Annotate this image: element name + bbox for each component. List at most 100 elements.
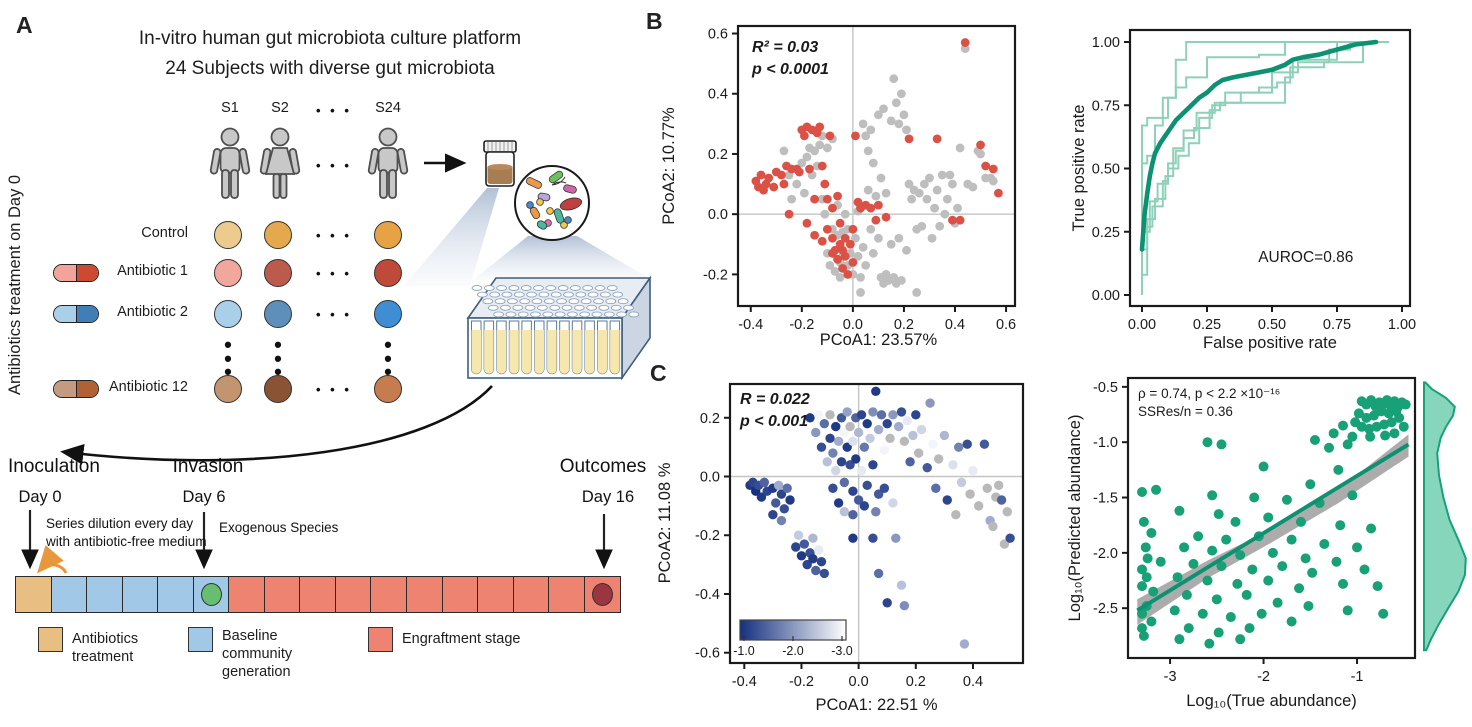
culture-well-dot (214, 259, 242, 287)
data-points (1137, 395, 1411, 649)
row-ellipsis: • • • (316, 382, 352, 397)
svg-text:0.75: 0.75 (1323, 317, 1351, 333)
svg-text:PCoA2: 11.08 %: PCoA2: 11.08 % (656, 462, 674, 583)
svg-text:0.50: 0.50 (1258, 317, 1286, 333)
culture-well-dot (264, 221, 292, 249)
roc-mean-curve (1139, 39, 1379, 252)
svg-text:0.2: 0.2 (700, 411, 720, 427)
svg-text:-2: -2 (1257, 669, 1270, 685)
pcoa-abundance-svg: -0.4 -0.2 0.0 0.2 0.4 -0.6 -0.4 -0.2 0.0 0.2 PCoA1… (656, 382, 1025, 714)
timeline-cell-baseline (50, 576, 88, 613)
legend-item-antibiotics: Antibiotics treatment (38, 627, 200, 666)
svg-text:0.50: 0.50 (1092, 162, 1120, 178)
svg-text:-0.6: -0.6 (695, 646, 720, 662)
svg-text:0.25: 0.25 (1193, 317, 1221, 333)
legend-label-engraftment: Engraftment stage (402, 631, 521, 647)
svg-text:p < 0.001: p < 0.001 (739, 413, 808, 430)
timeline-cell-engraftment (370, 576, 408, 613)
plot-frame (736, 24, 1017, 308)
svg-text:-0.2: -0.2 (695, 528, 720, 544)
culture-well-dot (264, 300, 292, 328)
svg-text:1.00: 1.00 (1092, 35, 1120, 51)
funnel-shade-right (473, 236, 652, 280)
timeline-event-invasion: Invasion (172, 456, 244, 477)
person-icon (259, 127, 301, 199)
row-ellipsis: • • • (316, 228, 352, 243)
svg-text:p < 0.0001: p < 0.0001 (751, 61, 829, 78)
svg-text:-0.4: -0.4 (695, 587, 720, 603)
svg-text:PCoA1: 22.51 %: PCoA1: 22.51 % (816, 696, 938, 714)
row-ellipsis: • • • (316, 307, 352, 322)
timeline-cell-baseline (86, 576, 124, 613)
funnel-shade-left (404, 188, 499, 286)
timeline-cell-engraftment (334, 576, 373, 613)
svg-text:-1: -1 (1351, 669, 1364, 685)
predicted-vs-true-svg: -3 -2 -1 -0.5 -1.0 -1.5 -2.0 -2.5 Log₁₀(True abu… (1066, 376, 1467, 710)
legend-swatch-antibiotics (38, 627, 63, 652)
svg-text:0.2: 0.2 (894, 317, 914, 333)
colorbar: -1.0 -2.0 -3.0 (733, 619, 853, 658)
culture-well-dot (264, 375, 292, 403)
legend-item-baseline: Baseline community generation (188, 627, 350, 681)
timeline-cell-baseline (157, 576, 195, 613)
panel-b-label: B (646, 8, 663, 34)
svg-text:0.6: 0.6 (996, 317, 1016, 333)
svg-text:0.4: 0.4 (708, 87, 728, 103)
svg-text:-1.5: -1.5 (1093, 491, 1118, 507)
legend-label-baseline: Baseline community generation (222, 628, 293, 681)
culture-well-dot (214, 221, 242, 249)
y-axis: -0.5 -1.0 -1.5 -2.0 -2.5 (1093, 380, 1128, 617)
regression-line (1136, 442, 1410, 613)
subject-label-s1: S1 (221, 100, 239, 116)
svg-text:-2.5: -2.5 (1093, 601, 1118, 617)
capsule-icon (53, 380, 99, 398)
person-icon (209, 127, 251, 199)
treatment-row-label: Antibiotic 12 (109, 379, 188, 395)
svg-text:-1.0: -1.0 (733, 644, 755, 658)
svg-text:0.4: 0.4 (963, 674, 983, 690)
rows-vertical-ellipsis: • • • (274, 332, 282, 385)
timeline-cell-engraftment (406, 576, 444, 613)
timeline-cell-engraftment (441, 576, 479, 613)
plot-frame (728, 382, 1025, 665)
timeline-day-16: Day 16 (581, 488, 635, 506)
treatment-row-label: Antibiotic 2 (117, 304, 188, 320)
timeline-cell-baseline (121, 576, 159, 613)
timeline-marker-outcome (591, 583, 613, 606)
timeline-cell-engraftment (299, 576, 337, 613)
svg-text:True positive rate: True positive rate (1070, 105, 1088, 232)
panel-a-title-line2: 24 Subjects with diverse gut microbiota (165, 58, 495, 79)
svg-text:-0.2: -0.2 (703, 267, 728, 283)
subject-label-s24: S24 (375, 100, 401, 116)
pcoa-abundance-plot: -0.4 -0.2 0.0 0.2 0.4 -0.6 -0.4 -0.2 0.0 0.2 PCoA1… (640, 358, 1040, 727)
legend-swatch-baseline (188, 627, 213, 652)
svg-text:-0.2: -0.2 (789, 674, 814, 690)
capsule-icon (53, 305, 99, 323)
svg-text:ρ = 0.74, p < 2.2 ×10⁻¹⁶: ρ = 0.74, p < 2.2 ×10⁻¹⁶ (1138, 386, 1280, 401)
svg-text:SSRes/n = 0.36: SSRes/n = 0.36 (1138, 404, 1233, 419)
plot-frame (1126, 376, 1417, 660)
data-points (751, 38, 1003, 297)
treatment-row-label: Antibiotic 1 (117, 263, 188, 279)
svg-text:PCoA2: 10.77%: PCoA2: 10.77% (660, 107, 678, 225)
legend-label-antibiotics: Antibiotics treatment (72, 631, 139, 666)
svg-text:0.2: 0.2 (708, 147, 728, 163)
timeline-cell-antibiotics (15, 576, 53, 613)
timeline-cell-baseline (192, 576, 230, 613)
legend-item-engraftment: Engraftment stage (368, 627, 521, 652)
culture-well-dot (374, 259, 402, 287)
svg-text:R² = 0.03: R² = 0.03 (752, 39, 818, 56)
timeline-marker-invasion (200, 583, 222, 606)
panel-c-label: C (650, 360, 667, 386)
svg-text:-3: -3 (1164, 669, 1177, 685)
svg-text:0.25: 0.25 (1092, 225, 1120, 241)
arrow-to-timeline (60, 385, 493, 465)
svg-text:-0.4: -0.4 (738, 317, 763, 333)
timeline-event-inoculation: Inoculation (8, 456, 100, 477)
roc-svg: 0.00 0.25 0.50 0.75 1.00 0.00 0.25 0.50 0.75 1.00… (1070, 28, 1416, 352)
rows-vertical-ellipsis: • • • (224, 332, 232, 385)
y-axis: 0.00 0.25 0.50 0.75 1.00 (1092, 35, 1130, 304)
svg-text:0.0: 0.0 (708, 207, 728, 223)
timeline-cell-engraftment (512, 576, 550, 613)
